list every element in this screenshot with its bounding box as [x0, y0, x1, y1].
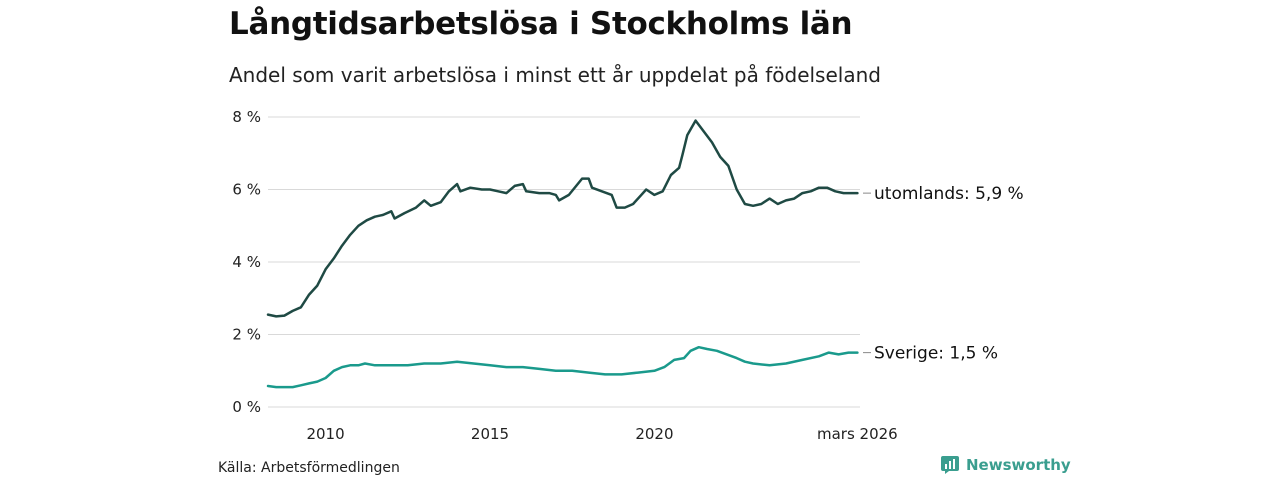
x-axis-ticks: 2010 2015 2020 mars 2026	[306, 425, 897, 443]
x-tick-label: 2020	[635, 425, 673, 443]
series-line-sverige	[266, 345, 859, 389]
end-label-utomlands: utomlands: 5,9 %	[874, 184, 1024, 204]
x-tick-label: 2015	[471, 425, 509, 443]
newsworthy-logo: Newsworthy	[940, 455, 1071, 475]
grid-lines	[268, 116, 860, 408]
x-tick-label: 2010	[306, 425, 344, 443]
chart-subtitle: Andel som varit arbetslösa i minst ett å…	[229, 63, 881, 87]
end-label-sverige: Sverige: 1,5 %	[874, 344, 998, 364]
y-tick-label: 0 %	[232, 398, 261, 416]
series-lines	[266, 119, 859, 389]
source-note: Källa: Arbetsförmedlingen	[218, 460, 400, 476]
y-tick-label: 6 %	[232, 181, 261, 199]
y-axis-ticks: 0 % 2 % 4 % 6 % 8 %	[232, 108, 261, 416]
y-tick-label: 8 %	[232, 108, 261, 126]
chart-title: Långtidsarbetslösa i Stockholms län	[229, 6, 853, 42]
x-tick-label: mars 2026	[817, 425, 898, 443]
y-tick-label: 2 %	[232, 326, 261, 344]
brand-name: Newsworthy	[966, 456, 1071, 474]
bar-chart-logo-icon	[941, 456, 959, 474]
y-tick-label: 4 %	[232, 253, 261, 271]
series-end-labels: utomlands: 5,9 % Sverige: 1,5 %	[863, 184, 1024, 364]
series-line-utomlands	[266, 119, 859, 318]
